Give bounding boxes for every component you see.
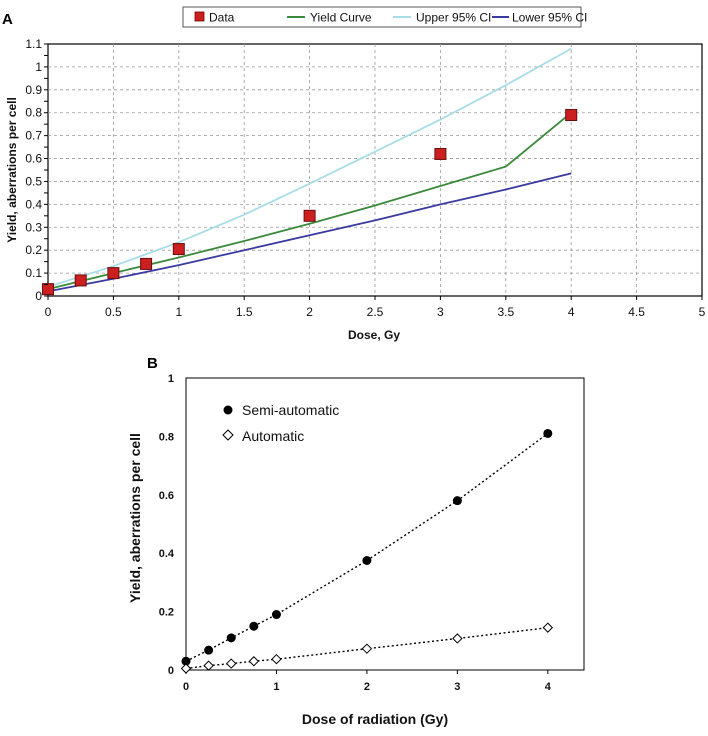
legend-b: Semi-automatic Automatic (222, 402, 339, 444)
legend-label-upper: Upper 95% CI (416, 11, 491, 25)
x-tick-label-a: 5 (699, 305, 706, 319)
x-tick-label-a: 3 (437, 305, 444, 319)
series-line-upper-95-ci (47, 47, 572, 288)
data-point-a (565, 109, 578, 122)
data-point-automatic (226, 658, 237, 669)
panel-label-a: A (2, 11, 13, 28)
legend-box-a (182, 6, 582, 28)
x-tick-label-b: 1 (273, 681, 279, 693)
x-tick-label-b: 3 (454, 681, 460, 693)
y-tick-label-a: 0.3 (25, 220, 42, 234)
y-tick-label-a: 1 (35, 60, 42, 74)
x-axis-title-a: Dose, Gy (348, 328, 400, 342)
data-point-semi-automatic (204, 645, 214, 655)
data-point-automatic (542, 622, 554, 633)
data-point-automatic (180, 663, 192, 674)
data-point-a (74, 274, 87, 287)
ticks-a: 0 0.5 1 1.5 2 2.5 3 3.5 4 4.5 5 0 0.1 0.2 0.3 0.4 0.5 0.6… (25, 37, 705, 319)
legend-label-semi-automatic: Semi-automatic (242, 402, 339, 418)
series-line-yield-curve (47, 112, 572, 290)
y-axis-title-a: Yield, aberrations per cell (5, 97, 19, 243)
panel-a: A 0 0.5 1 1.5 2 2.5 3 3.5 4 4.5 500.10.20.30.40.50… (2, 6, 706, 342)
data-point-semi-automatic (226, 633, 236, 643)
y-tick-label-a: 1.1 (25, 37, 42, 51)
data-point-automatic (452, 633, 463, 644)
data-point-automatic (271, 653, 282, 665)
x-tick-label-a: 0 (45, 305, 52, 319)
legend-label-yield: Yield Curve (310, 11, 372, 25)
series-line-lower-95-ci (47, 172, 572, 293)
series-a (42, 47, 578, 296)
data-point-a (303, 209, 316, 222)
legend-label-automatic: Automatic (242, 428, 304, 444)
y-tick-label-b: 0.6 (159, 490, 174, 502)
legend-data-marker (194, 11, 205, 22)
x-tick-label-a: 2.5 (367, 305, 384, 319)
legend-automatic-marker (222, 429, 234, 441)
fit-line-semi-automatic (185, 432, 549, 662)
y-tick-label-a: 0.4 (25, 197, 42, 211)
y-tick-label-a: 0.2 (25, 243, 42, 257)
grid-a (48, 44, 702, 296)
panel-label-b: B (147, 355, 158, 372)
data-point-a (140, 257, 153, 270)
x-tick-label-b: 0 (183, 681, 189, 693)
x-tick-label-a: 1.5 (236, 305, 253, 319)
fit-line-automatic (185, 627, 548, 670)
panel-b: B 0 1 2 3 4 0 0.2 0.4 0.6 0.8 1 Dose of radiation … (127, 355, 585, 727)
data-point-semi-automatic (543, 428, 553, 438)
y-tick-label-a: 0.8 (25, 106, 42, 120)
data-point-semi-automatic (181, 656, 191, 666)
y-tick-label-a: 0.7 (25, 129, 42, 143)
y-tick-label-a: 0.9 (25, 83, 42, 97)
x-tick-label-a: 3.5 (497, 305, 514, 319)
plot-area-b (185, 377, 585, 671)
legend-label-data: Data (209, 11, 235, 25)
series-b (180, 428, 554, 674)
y-tick-label-a: 0.1 (25, 266, 42, 280)
x-tick-label-a: 0.5 (105, 305, 122, 319)
data-point-a (434, 147, 447, 160)
x-tick-label-b: 4 (545, 681, 552, 693)
legend-semi-automatic-marker (223, 405, 233, 415)
x-tick-label-a: 1 (175, 305, 182, 319)
ticks-b: 0 1 2 3 4 0 0.2 0.4 0.6 0.8 1 (159, 373, 552, 693)
data-point-semi-automatic (452, 496, 462, 506)
y-axis-title-b: Yield, aberrations per cell (127, 433, 143, 603)
data-point-semi-automatic (362, 556, 372, 565)
legend-label-lower: Lower 95% CI (512, 11, 587, 25)
data-point-automatic (361, 643, 373, 654)
y-tick-label-b: 0.8 (159, 431, 174, 443)
y-tick-label-b: 0.2 (159, 607, 174, 619)
data-point-a (107, 267, 120, 280)
data-point-automatic (248, 656, 260, 667)
y-tick-label-a: 0.6 (25, 152, 42, 166)
x-tick-label-a: 2 (306, 305, 313, 319)
data-point-semi-automatic (249, 621, 259, 631)
x-tick-label-b: 2 (364, 681, 370, 693)
legend-a: Data Yield Curve Upper 95% CI Lower 95% … (182, 6, 587, 28)
data-point-automatic (203, 660, 214, 671)
data-point-semi-automatic (271, 610, 281, 620)
x-tick-label-a: 4.5 (628, 305, 645, 319)
y-tick-label-a: 0.5 (25, 174, 42, 188)
data-point-a (42, 283, 54, 296)
x-tick-label-a: 4 (568, 305, 575, 319)
y-tick-label-b: 1 (168, 373, 174, 385)
y-tick-label-b: 0.4 (159, 548, 175, 560)
y-tick-label-b: 0 (168, 665, 174, 677)
data-point-a (172, 243, 185, 256)
x-axis-title-b: Dose of radiation (Gy) (302, 711, 448, 727)
y-tick-label-a: 0 (35, 289, 42, 303)
